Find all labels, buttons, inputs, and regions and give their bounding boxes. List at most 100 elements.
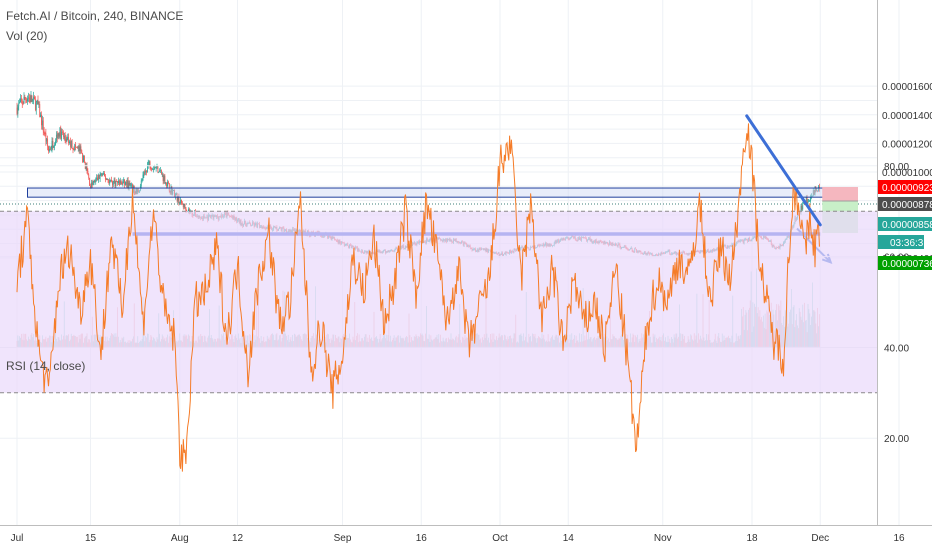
time-axis[interactable]: Jul 15 Aug 12 Sep 16 Oct 14 Nov 18 Dec 16 <box>11 533 905 544</box>
candle-body <box>46 138 48 142</box>
candle-body <box>93 180 95 183</box>
candle-body <box>71 140 73 149</box>
candle-body <box>69 141 71 147</box>
candle-body <box>806 197 808 204</box>
candle-body <box>184 204 186 208</box>
candle-body <box>171 187 173 194</box>
time-axis-label: Oct <box>492 533 508 544</box>
symbol-legend[interactable]: Fetch.AI / Bitcoin, 240, BINANCE <box>6 9 183 23</box>
candle-body <box>58 133 60 137</box>
candle-body <box>114 179 116 187</box>
candle-body <box>42 120 44 132</box>
candle-body <box>23 97 25 104</box>
rsi-pane[interactable] <box>0 114 900 525</box>
candle-body <box>818 186 819 192</box>
candle-body <box>119 180 121 185</box>
candle-body <box>61 131 63 140</box>
volume-legend[interactable]: Vol (20) <box>6 29 47 43</box>
candle-body <box>110 179 112 181</box>
candle-body <box>172 190 174 194</box>
time-axis-label: 12 <box>232 533 244 544</box>
time-axis-label: Dec <box>811 533 829 544</box>
candle-body <box>153 167 155 170</box>
rsi-divergence-line[interactable] <box>745 114 822 227</box>
candle-body <box>118 180 120 185</box>
candle-body <box>135 188 137 194</box>
candle-body <box>32 99 34 102</box>
candle-body <box>27 97 29 99</box>
candle-body <box>156 166 158 168</box>
candle-body <box>18 103 20 107</box>
price-tag-label: 03:36:31 <box>890 238 929 249</box>
candle-body <box>167 181 169 184</box>
candle-body <box>113 179 115 182</box>
price-axis-label: 0.00001600 <box>882 82 932 93</box>
candle-body <box>100 174 102 176</box>
candle-body <box>808 201 810 202</box>
candle-body <box>173 189 175 191</box>
candle-body <box>40 114 42 118</box>
candle-body <box>27 98 28 102</box>
stop-loss-zone[interactable] <box>822 187 858 201</box>
candle-body <box>83 155 85 162</box>
candle-body <box>21 100 23 104</box>
candle-body <box>62 132 64 137</box>
candle-body <box>147 162 149 166</box>
candle-body <box>101 174 103 176</box>
candle-body <box>70 140 72 147</box>
candle-body <box>78 146 80 151</box>
candle-body <box>59 127 61 137</box>
candle-body <box>149 161 151 169</box>
time-axis-label: 15 <box>85 533 97 544</box>
candle-body <box>33 96 35 100</box>
price-tag <box>878 180 932 194</box>
candle-body <box>158 171 160 173</box>
candle-body <box>29 97 31 102</box>
rsi-legend[interactable]: RSI (14, close) <box>6 359 85 373</box>
price-tag <box>878 256 932 270</box>
candle-body <box>152 169 154 171</box>
resistance-zone[interactable] <box>27 187 842 198</box>
candle-body <box>77 146 79 148</box>
candle-body <box>88 174 90 178</box>
candle-body <box>800 206 802 213</box>
candle-body <box>168 183 170 191</box>
rsi-line <box>16 123 820 472</box>
candle-body <box>123 179 125 183</box>
candle-body <box>41 114 42 126</box>
candle-body <box>76 147 78 148</box>
candle-body <box>812 190 814 196</box>
candle-body <box>65 138 67 142</box>
candle-body <box>810 196 812 201</box>
candle-body <box>153 169 154 170</box>
candle-body <box>25 98 27 100</box>
candle-body <box>132 185 134 192</box>
candle-body <box>68 137 70 144</box>
candle-body <box>97 177 98 181</box>
candle-body <box>107 179 109 181</box>
candle-body <box>72 148 74 150</box>
candle-body <box>138 190 140 192</box>
candle-body <box>97 175 99 181</box>
candle-body <box>111 179 112 182</box>
candle-body <box>24 97 26 99</box>
candle-body <box>122 182 124 184</box>
candle-body <box>174 189 175 198</box>
candle-body <box>188 209 189 212</box>
price-axis-label: 0.00001400 <box>882 111 932 122</box>
candle-body <box>174 194 176 198</box>
candle-body <box>62 131 63 133</box>
candle-body <box>48 148 50 152</box>
time-axis-label: Nov <box>654 533 672 544</box>
candle-body <box>137 190 139 193</box>
candle-body <box>121 183 123 185</box>
candle-body <box>120 180 122 184</box>
candle-body <box>48 146 49 152</box>
candle-body <box>34 96 35 100</box>
candle-body <box>80 146 82 151</box>
candle-body <box>99 174 101 179</box>
rsi-axis-label: 80.00 <box>884 162 909 173</box>
candle-body <box>127 180 129 189</box>
candle-body <box>17 106 19 114</box>
price-tag-label: 0.00000923 <box>882 183 932 194</box>
